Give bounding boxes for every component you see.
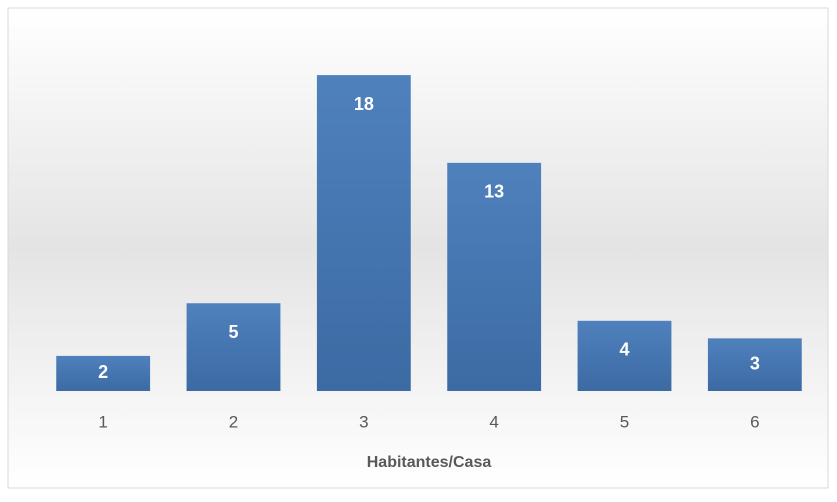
bar [447,162,542,391]
x-tick-label: 5 [620,412,629,431]
data-label: 18 [354,94,374,114]
chart-frame [7,7,829,489]
x-tick-label: 2 [229,412,238,431]
bar [707,338,802,391]
x-tick-label: 1 [98,412,107,431]
bar [56,355,151,391]
bar [577,320,672,391]
x-axis-title: Habitantes/Casa [367,454,492,471]
bar [186,303,281,391]
x-tick-label: 3 [359,412,368,431]
data-label: 13 [484,182,504,202]
x-tick-label: 4 [489,412,498,431]
data-label: 3 [750,353,760,373]
bar [316,75,411,391]
data-label: 2 [98,362,108,382]
data-label: 5 [228,322,238,342]
x-tick-label: 6 [750,412,759,431]
data-label: 4 [619,340,629,360]
